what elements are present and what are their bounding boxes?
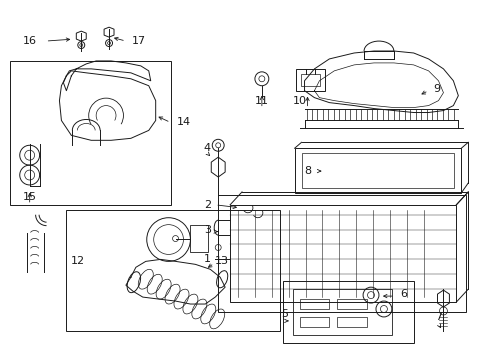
- Bar: [364, 51, 393, 59]
- Bar: [230, 205, 455, 302]
- Text: 4: 4: [203, 143, 210, 153]
- Bar: [190, 225, 208, 252]
- Text: 16: 16: [22, 36, 37, 46]
- Bar: [299, 299, 328, 309]
- Text: 11: 11: [254, 96, 268, 105]
- Text: 10: 10: [292, 96, 306, 105]
- Bar: [282, 281, 413, 343]
- Text: 6: 6: [400, 289, 407, 299]
- Bar: [337, 317, 366, 327]
- Text: 17: 17: [131, 36, 145, 46]
- Bar: [10, 61, 170, 205]
- Text: 5: 5: [281, 309, 287, 319]
- Text: 3: 3: [203, 225, 210, 235]
- Text: 13: 13: [215, 256, 229, 266]
- Bar: [292, 289, 391, 335]
- Bar: [66, 210, 279, 331]
- Bar: [295, 69, 325, 91]
- Text: 12: 12: [71, 256, 85, 266]
- Text: 14: 14: [176, 117, 190, 127]
- Text: 2: 2: [203, 200, 210, 210]
- Bar: [337, 299, 366, 309]
- Bar: [294, 148, 460, 193]
- Text: 9: 9: [432, 84, 439, 94]
- Text: 8: 8: [304, 166, 310, 176]
- Bar: [301, 153, 453, 188]
- Text: 1: 1: [203, 255, 210, 264]
- Text: 15: 15: [22, 192, 37, 202]
- Bar: [300, 74, 320, 86]
- Bar: [218, 195, 466, 312]
- Text: 7: 7: [434, 312, 441, 322]
- Bar: [299, 317, 328, 327]
